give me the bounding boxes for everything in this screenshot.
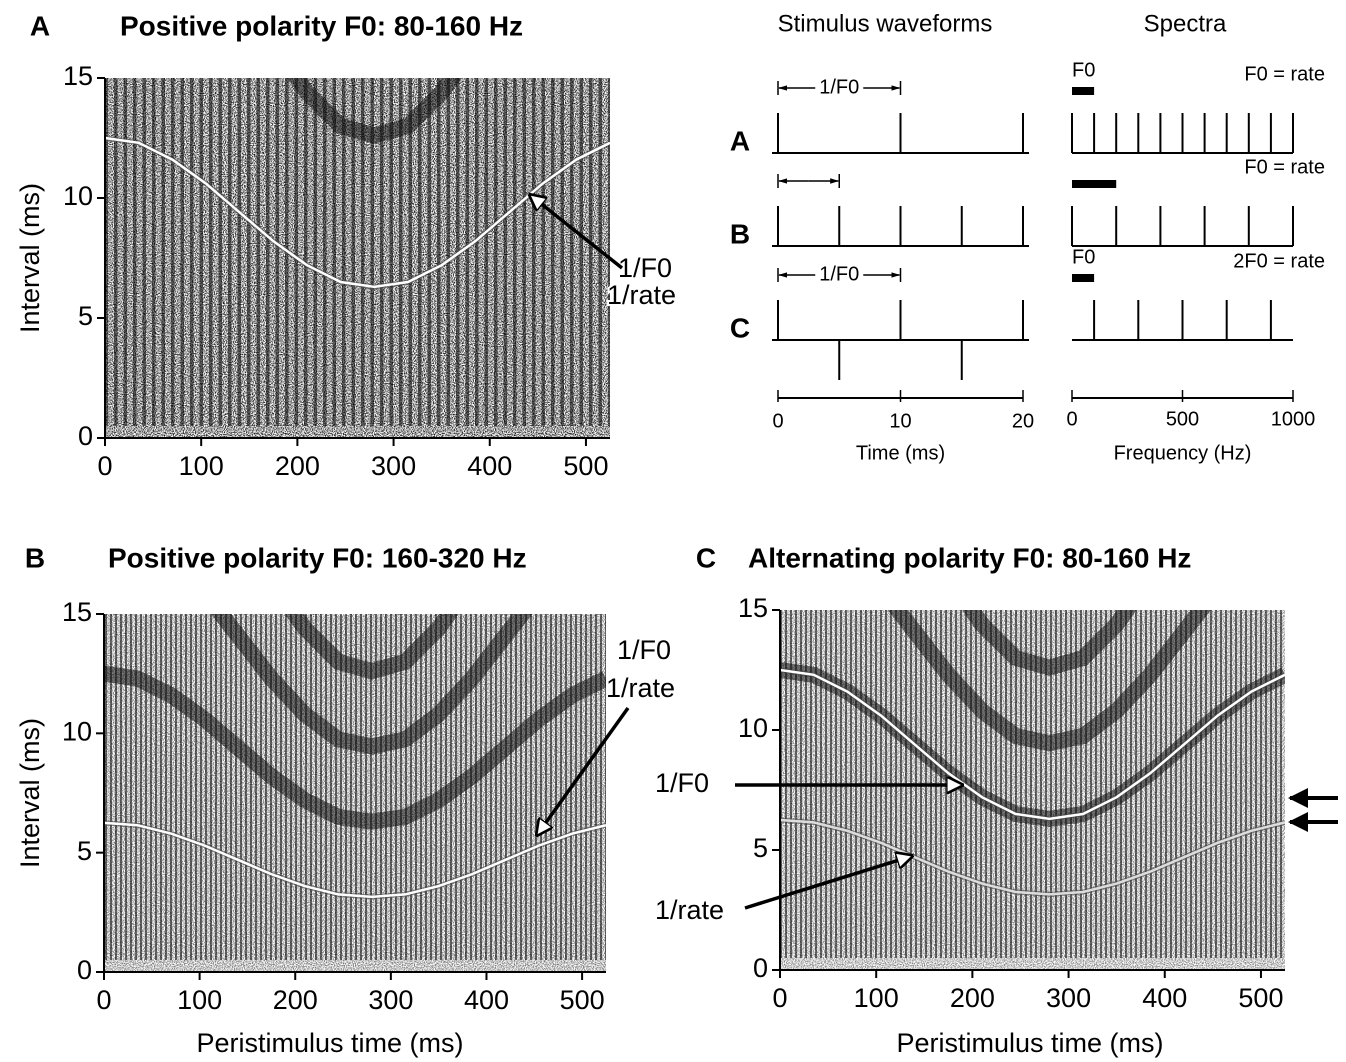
x-tick-label: 400 bbox=[464, 985, 509, 1015]
x-tick-label: 0 bbox=[97, 451, 112, 481]
f0-bar bbox=[1072, 87, 1095, 95]
x-tick-label: 500 bbox=[560, 985, 605, 1015]
arrow bbox=[530, 195, 624, 270]
curve bbox=[780, 818, 1285, 896]
row-label: B bbox=[730, 218, 750, 249]
panel-title: Spectra bbox=[1144, 10, 1227, 37]
x-tick-label: 10 bbox=[889, 410, 911, 432]
annotation: 1/rate bbox=[607, 280, 676, 310]
x-axis-label: Frequency (Hz) bbox=[1114, 442, 1252, 464]
panel-title: Positive polarity F0: 160-320 Hz bbox=[108, 542, 527, 573]
panel-title: Alternating polarity F0: 80-160 Hz bbox=[748, 542, 1191, 573]
arrow bbox=[537, 706, 630, 835]
y-tick-label: 0 bbox=[78, 421, 93, 451]
y-axis-label: Interval (ms) bbox=[15, 183, 45, 333]
dark-band bbox=[210, 614, 533, 755]
x-tick-label: 300 bbox=[1046, 983, 1091, 1013]
interval-label: 1/F0 bbox=[819, 76, 859, 98]
annotation: 1/F0 bbox=[618, 253, 672, 283]
y-tick-label: 15 bbox=[62, 597, 92, 627]
x-tick-label: 200 bbox=[275, 451, 320, 481]
x-tick-label: 0 bbox=[1066, 408, 1077, 430]
curve bbox=[780, 668, 1285, 821]
panel-title: Positive polarity F0: 80-160 Hz bbox=[120, 10, 523, 41]
f0-label: F0 bbox=[1072, 246, 1095, 268]
x-tick-label: 0 bbox=[96, 985, 111, 1015]
x-tick-label: 100 bbox=[177, 985, 222, 1015]
y-axis-label: Interval (ms) bbox=[15, 718, 45, 868]
interval-label: 1/F0 bbox=[819, 263, 859, 285]
panel-label: B bbox=[25, 542, 45, 573]
x-tick-label: 300 bbox=[368, 985, 413, 1015]
panel-label: A bbox=[30, 10, 50, 41]
arrow bbox=[744, 856, 912, 910]
curve bbox=[105, 136, 610, 289]
rate-label: F0 = rate bbox=[1244, 63, 1325, 85]
x-tick-label: 400 bbox=[467, 451, 512, 481]
annotation: 1/rate bbox=[655, 895, 724, 925]
x-tick-label: 500 bbox=[1166, 408, 1199, 430]
y-tick-label: 10 bbox=[63, 181, 93, 211]
x-tick-label: 100 bbox=[179, 451, 224, 481]
y-tick-label: 5 bbox=[78, 301, 93, 331]
panel-label: C bbox=[696, 542, 716, 573]
y-tick-label: 0 bbox=[753, 953, 768, 983]
y-tick-label: 5 bbox=[753, 833, 768, 863]
y-tick-label: 15 bbox=[63, 61, 93, 91]
f0-bar bbox=[1072, 180, 1117, 188]
y-tick-label: 10 bbox=[62, 716, 92, 746]
x-tick-label: 500 bbox=[1238, 983, 1283, 1013]
rate-label: F0 = rate bbox=[1244, 156, 1325, 178]
dark-band bbox=[284, 614, 459, 680]
x-tick-label: 300 bbox=[371, 451, 416, 481]
x-axis-label: Peristimulus time (ms) bbox=[896, 1028, 1163, 1058]
dark-band bbox=[104, 665, 606, 830]
x-tick-label: 500 bbox=[563, 451, 608, 481]
row-label: A bbox=[730, 125, 750, 156]
f0-bar bbox=[1072, 274, 1095, 282]
dark-band bbox=[287, 78, 462, 144]
curve bbox=[104, 821, 606, 899]
plot-area bbox=[780, 610, 1285, 970]
x-tick-label: 100 bbox=[854, 983, 899, 1013]
x-tick-label: 200 bbox=[273, 985, 318, 1015]
annotation: 1/F0 bbox=[617, 635, 671, 665]
plot-area bbox=[105, 78, 610, 438]
x-tick-label: 400 bbox=[1142, 983, 1187, 1013]
y-tick-label: 0 bbox=[77, 955, 92, 985]
annotation: 1/rate bbox=[606, 673, 675, 703]
annotation: 1/F0 bbox=[655, 768, 709, 798]
dark-band bbox=[887, 610, 1211, 752]
x-tick-label: 20 bbox=[1012, 410, 1034, 432]
x-tick-label: 0 bbox=[772, 410, 783, 432]
x-axis-label: Peristimulus time (ms) bbox=[196, 1028, 463, 1058]
right-arrows bbox=[1288, 788, 1338, 832]
f0-label: F0 bbox=[1072, 59, 1095, 81]
x-tick-label: 0 bbox=[772, 983, 787, 1013]
panel-title: Stimulus waveforms bbox=[778, 10, 993, 37]
y-tick-label: 15 bbox=[738, 593, 768, 623]
row-label: C bbox=[730, 312, 750, 343]
x-tick-label: 200 bbox=[950, 983, 995, 1013]
x-tick-label: 1000 bbox=[1271, 408, 1316, 430]
dark-band bbox=[962, 610, 1137, 676]
y-tick-label: 5 bbox=[77, 836, 92, 866]
x-axis-label: Time (ms) bbox=[856, 442, 945, 464]
y-tick-label: 10 bbox=[738, 713, 768, 743]
plot-area bbox=[104, 614, 606, 972]
rate-label: 2F0 = rate bbox=[1233, 250, 1325, 272]
